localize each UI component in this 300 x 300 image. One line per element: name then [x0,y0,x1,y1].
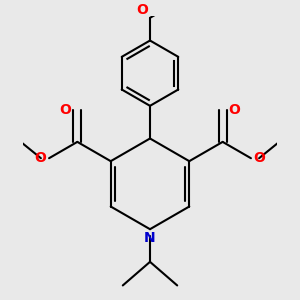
Text: O: O [136,3,148,17]
Text: O: O [229,103,240,117]
Text: O: O [254,151,266,165]
Text: O: O [60,103,71,117]
Text: N: N [144,232,156,245]
Text: O: O [34,151,46,165]
